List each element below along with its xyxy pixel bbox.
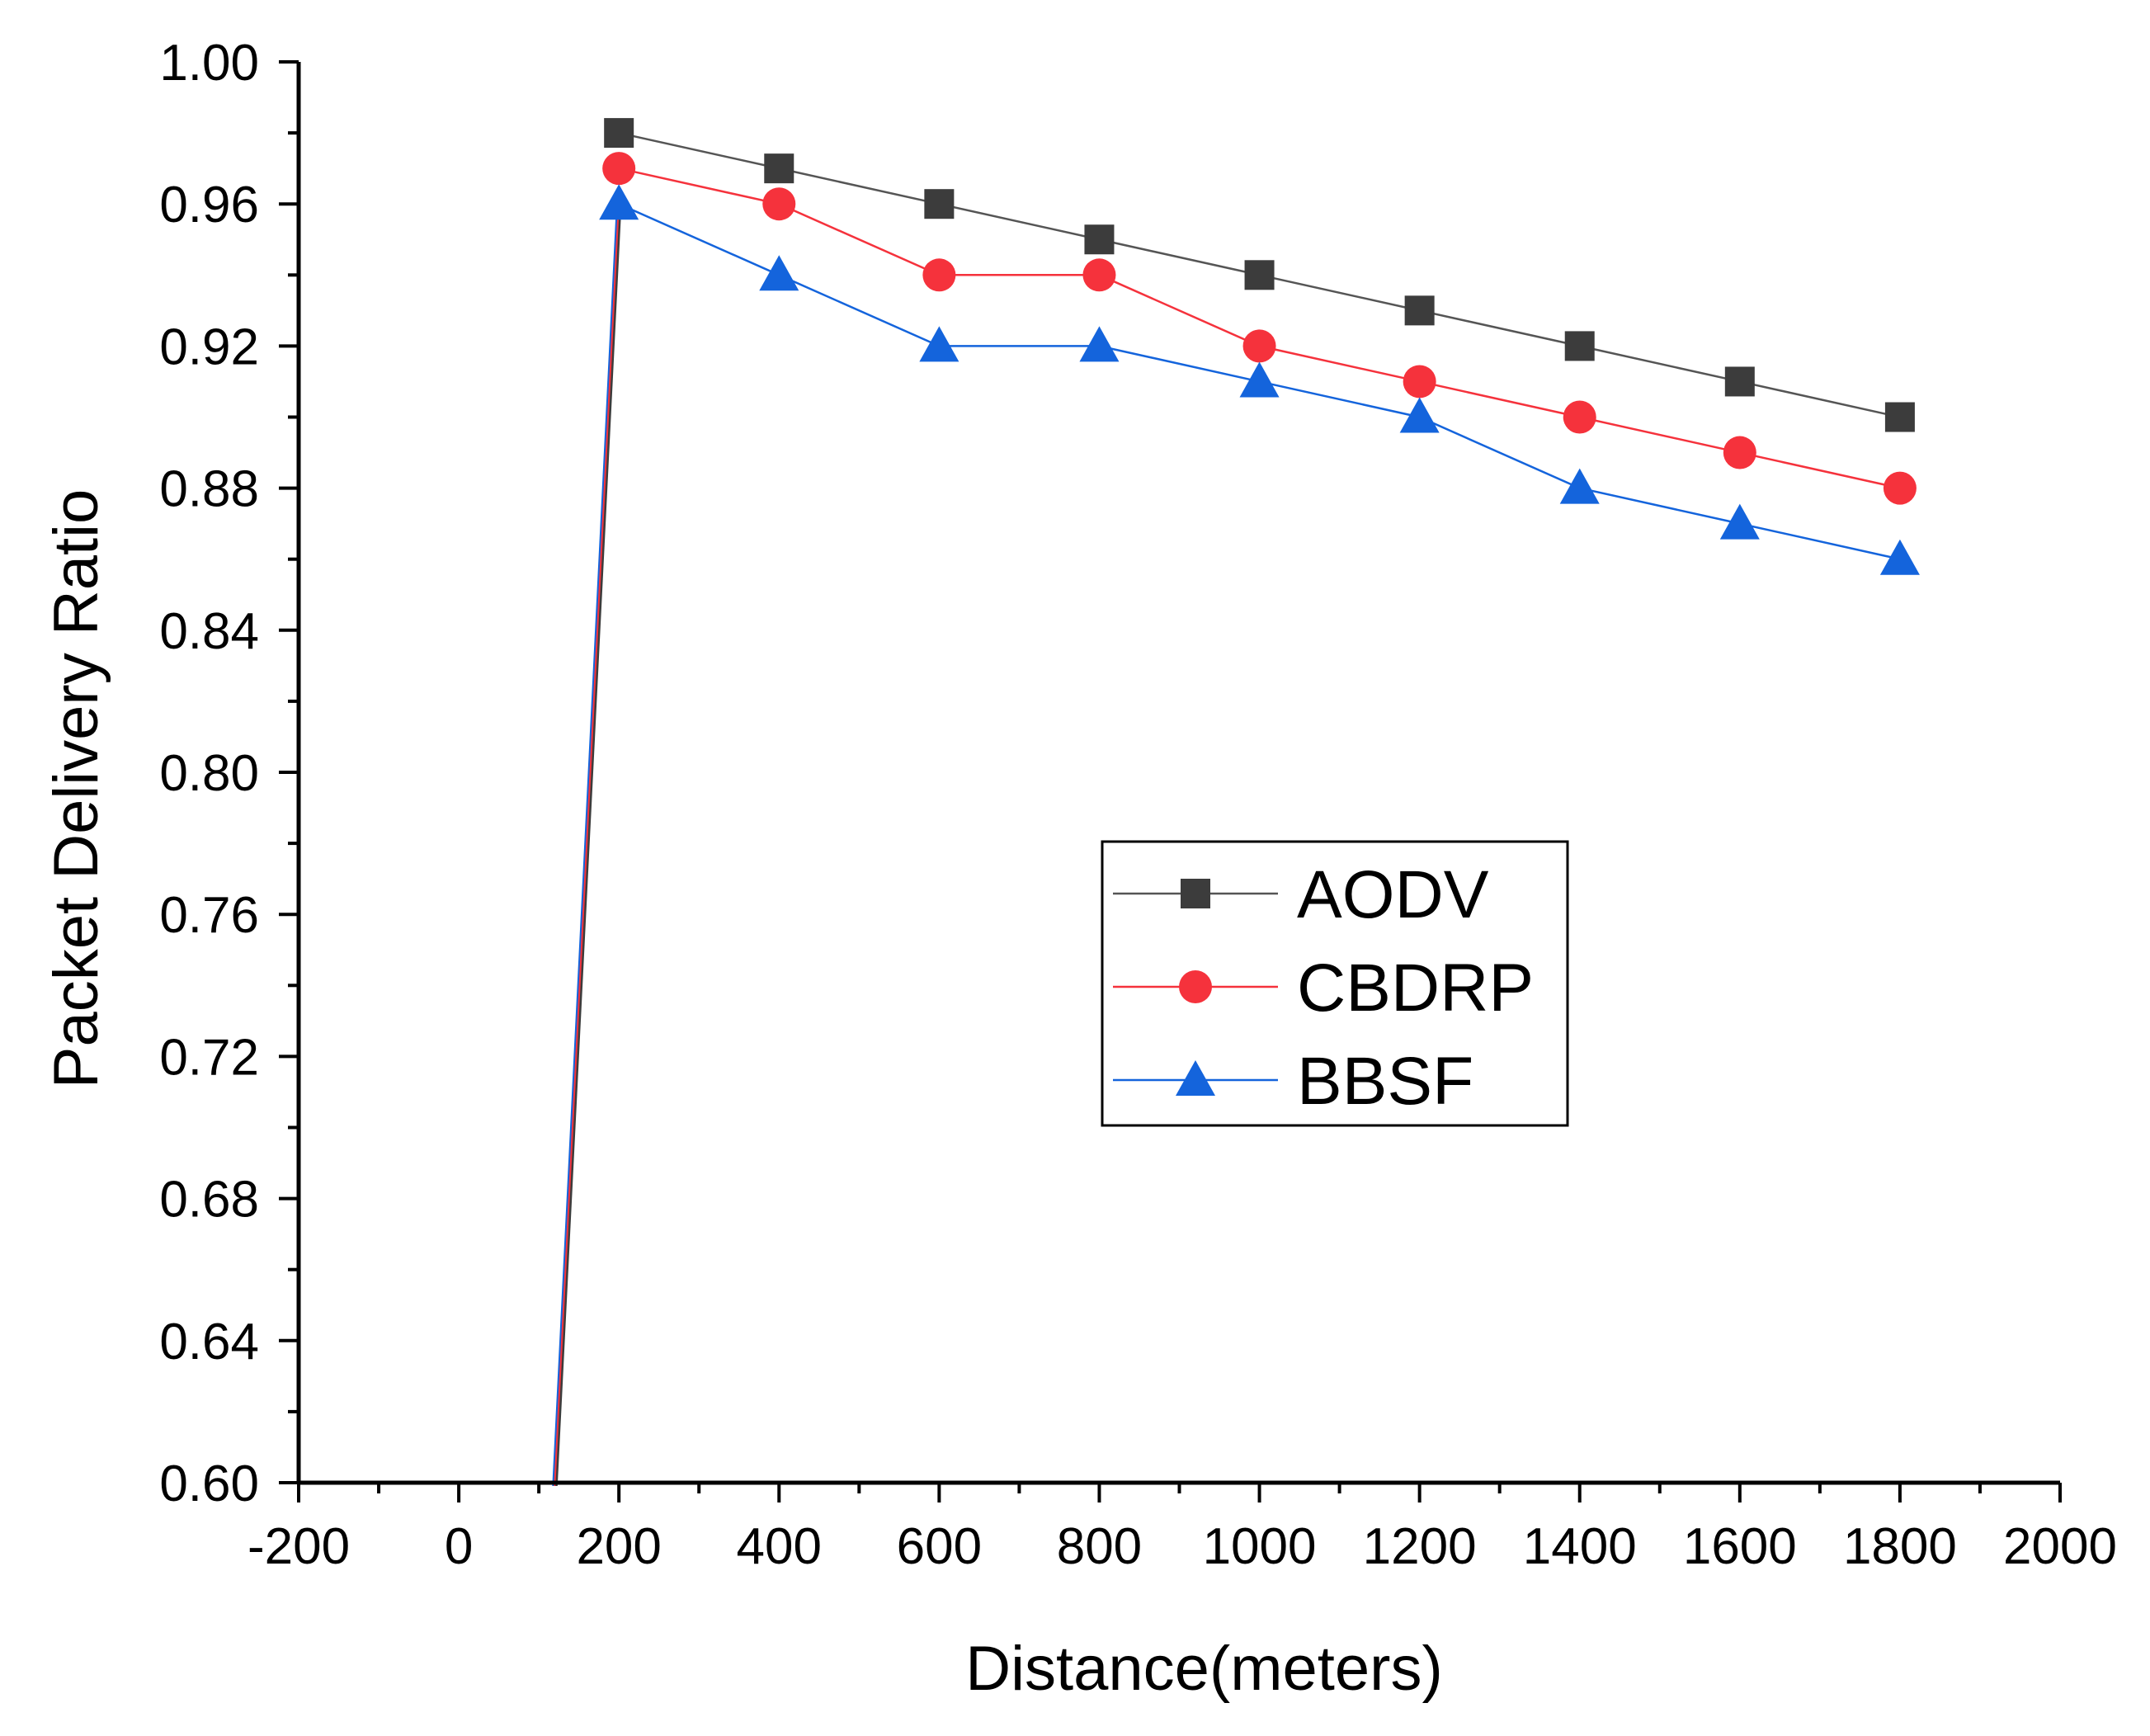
initial-segment: [552, 204, 619, 1487]
x-tick-labels: -200 0 200 400 600 800 1000 1200 1400 1600 1800 200…: [248, 1518, 2117, 1575]
data-point: [924, 189, 955, 219]
legend-label: BBSF: [1297, 1044, 1473, 1119]
data-point: [922, 258, 956, 292]
x-tick-label: 1600: [1683, 1518, 1797, 1575]
data-point: [1559, 468, 1600, 504]
y-tick-label: 0.96: [159, 177, 259, 234]
data-point: [919, 326, 959, 362]
data-point: [1884, 402, 1915, 432]
data-point: [762, 187, 796, 221]
data-point: [764, 153, 794, 184]
axes: [296, 62, 2060, 1485]
y-tick-label: 1.00: [159, 35, 259, 92]
initial-segment: [555, 204, 622, 1487]
y-tick-label: 0.92: [159, 318, 259, 375]
initial-segment: [554, 204, 620, 1487]
x-tick-label: 400: [737, 1518, 822, 1575]
data-point: [1723, 436, 1756, 469]
data-point: [1403, 365, 1436, 399]
x-tick-label: 2000: [2003, 1518, 2117, 1575]
data-point: [1242, 329, 1276, 363]
series-bbsf: [599, 184, 1920, 575]
data-point: [1079, 326, 1120, 362]
legend-label: AODV: [1297, 857, 1489, 932]
legend-marker: [1176, 1060, 1215, 1096]
data-point: [1879, 539, 1920, 575]
axis-ticks: [279, 60, 2062, 1502]
legend-item: CBDRP: [1113, 951, 1534, 1026]
y-tick-label: 0.88: [159, 461, 259, 518]
data-point: [602, 152, 636, 186]
data-point: [1244, 260, 1275, 290]
y-tick-label: 0.80: [159, 745, 259, 802]
series-aodv: [604, 118, 1915, 432]
data-point: [604, 118, 634, 149]
x-tick-label: -200: [248, 1518, 350, 1575]
y-tick-label: 0.72: [159, 1029, 259, 1086]
data-point: [1239, 361, 1280, 398]
data-point: [1082, 258, 1116, 292]
y-tick-label: 0.60: [159, 1455, 259, 1512]
y-tick-label: 0.84: [159, 603, 259, 660]
legend-item: BBSF: [1113, 1044, 1473, 1119]
legend-label: CBDRP: [1297, 951, 1534, 1026]
plot-series: [552, 118, 1920, 1487]
data-point: [1719, 503, 1760, 540]
legend: AODV CBDRP BBSF: [1101, 840, 1569, 1127]
x-tick-label: 1800: [1843, 1518, 1957, 1575]
x-tick-label: 1000: [1203, 1518, 1317, 1575]
series-line: [618, 167, 1901, 489]
legend-marker: [1181, 879, 1210, 908]
data-point: [759, 255, 799, 291]
x-tick-label: 200: [576, 1518, 661, 1575]
data-point: [1084, 224, 1115, 255]
series-cbdrp: [602, 152, 1917, 505]
y-tick-labels: 0.60 0.64 0.68 0.72 0.76 0.80 0.84 0.88 0.92 0.96…: [159, 35, 259, 1512]
legend-marker: [1179, 970, 1212, 1003]
y-tick-label: 0.76: [159, 887, 259, 944]
x-tick-label: 600: [897, 1518, 982, 1575]
data-point: [1563, 400, 1596, 434]
x-tick-label: 1400: [1523, 1518, 1637, 1575]
data-point: [1883, 471, 1917, 505]
data-point: [1564, 331, 1595, 361]
x-tick-label: 800: [1057, 1518, 1142, 1575]
legend-item: AODV: [1113, 857, 1489, 932]
x-tick-label: 1200: [1363, 1518, 1477, 1575]
data-point: [599, 184, 639, 220]
data-point: [1724, 366, 1755, 397]
data-point: [1404, 295, 1435, 326]
x-tick-label: 0: [445, 1518, 473, 1575]
y-tick-label: 0.68: [159, 1172, 259, 1229]
x-axis-title: Distance(meters): [965, 1634, 1443, 1704]
data-point: [1399, 397, 1440, 433]
y-axis-title: Packet Delivery Ratio: [41, 489, 111, 1089]
y-tick-label: 0.64: [159, 1314, 259, 1370]
